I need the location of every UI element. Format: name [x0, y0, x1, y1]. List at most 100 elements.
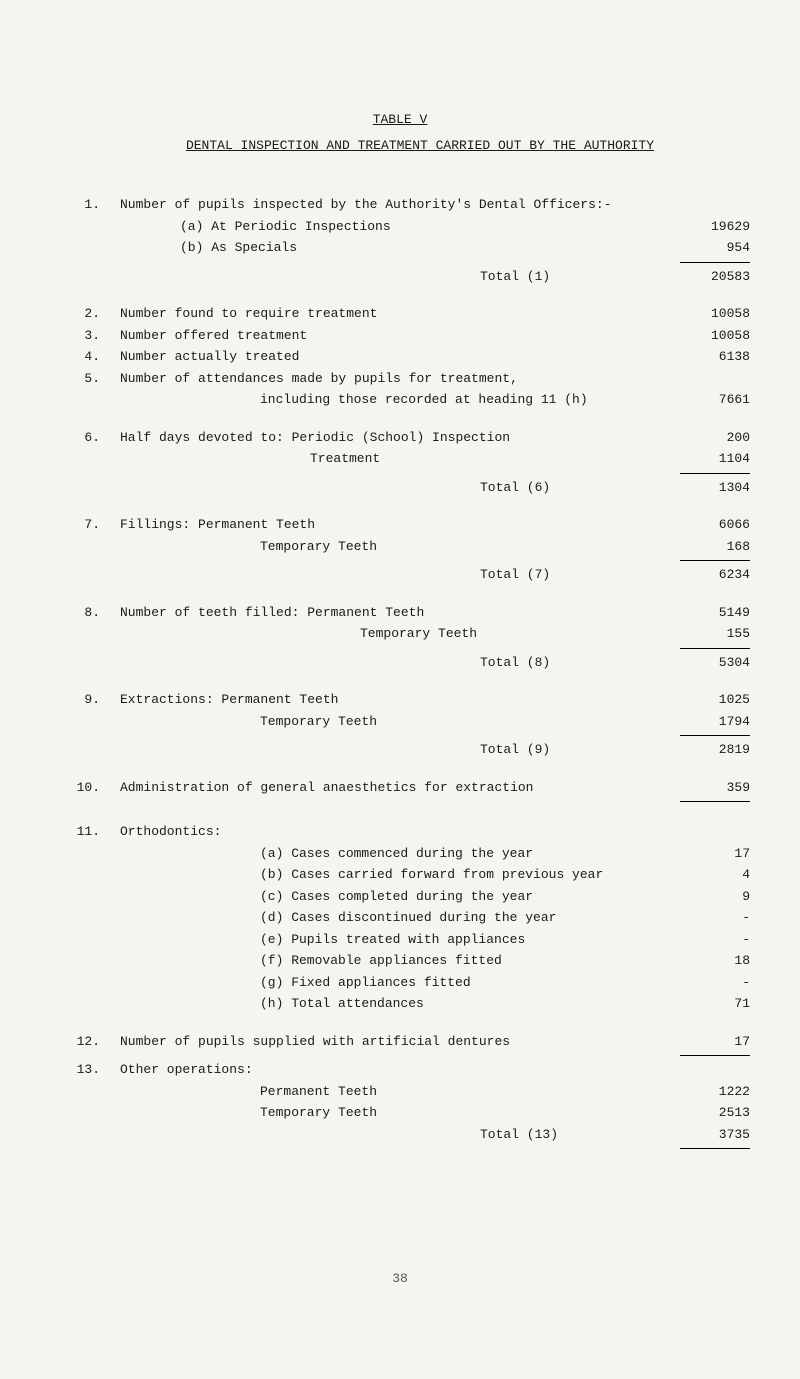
row-text: Number found to require treatment — [120, 304, 680, 324]
spacer — [50, 762, 750, 776]
row-value: 6138 — [680, 347, 750, 367]
row-text: Permanent Teeth — [120, 1082, 680, 1102]
table-row: 5.Number of attendances made by pupils f… — [50, 369, 750, 389]
row-value: 155 — [680, 624, 750, 644]
row-value: 1794 — [680, 712, 750, 732]
row-value: 7661 — [680, 390, 750, 410]
row-text: (f) Removable appliances fitted — [120, 951, 680, 971]
row-value: 6234 — [680, 565, 750, 585]
table-row: (e) Pupils treated with appliances- — [50, 930, 750, 950]
row-value: 17 — [680, 844, 750, 864]
row-text: Extractions: Permanent Teeth — [120, 690, 680, 710]
row-value: 1222 — [680, 1082, 750, 1102]
row-text: Number of attendances made by pupils for… — [120, 369, 680, 389]
row-text: (a) Cases commenced during the year — [120, 844, 680, 864]
row-text: Number actually treated — [120, 347, 680, 367]
row-text: Number offered treatment — [120, 326, 680, 346]
rule — [680, 473, 750, 474]
table-row: (c) Cases completed during the year9 — [50, 887, 750, 907]
row-value: 2513 — [680, 1103, 750, 1123]
table-row: 6.Half days devoted to: Periodic (School… — [50, 428, 750, 448]
row-number: 8. — [50, 603, 120, 623]
table-row: (a) Cases commenced during the year17 — [50, 844, 750, 864]
row-text: (c) Cases completed during the year — [120, 887, 680, 907]
row-value: 2819 — [680, 740, 750, 760]
row-value: 17 — [680, 1032, 750, 1052]
row-text: Total (6) — [120, 478, 680, 498]
row-number: 12. — [50, 1032, 120, 1052]
spacer — [50, 1016, 750, 1030]
rule — [680, 262, 750, 263]
table-row: (h) Total attendances71 — [50, 994, 750, 1014]
row-value: 19629 — [680, 217, 750, 237]
table-row: 1.Number of pupils inspected by the Auth… — [50, 195, 750, 215]
row-text: Orthodontics: — [120, 822, 680, 842]
spacer — [50, 499, 750, 513]
row-text: Other operations: — [120, 1060, 680, 1080]
table-row: Total (6)1304 — [50, 478, 750, 498]
row-value: 1104 — [680, 449, 750, 469]
row-text: Total (9) — [120, 740, 680, 760]
table-row: Temporary Teeth168 — [50, 537, 750, 557]
row-text: Total (7) — [120, 565, 680, 585]
row-number: 3. — [50, 326, 120, 346]
table-row: 13.Other operations: — [50, 1060, 750, 1080]
row-text: (e) Pupils treated with appliances — [120, 930, 680, 950]
row-value: 10058 — [680, 326, 750, 346]
row-number: 5. — [50, 369, 120, 389]
page-number: 38 — [50, 1269, 750, 1289]
spacer — [50, 288, 750, 302]
row-text: Administration of general anaesthetics f… — [120, 778, 680, 798]
table-row: Treatment1104 — [50, 449, 750, 469]
spacer — [50, 806, 750, 820]
row-value: 954 — [680, 238, 750, 258]
rule — [680, 735, 750, 736]
table-row: 8.Number of teeth filled: Permanent Teet… — [50, 603, 750, 623]
row-value: 200 — [680, 428, 750, 448]
table-row: Temporary Teeth155 — [50, 624, 750, 644]
table-row: 3.Number offered treatment10058 — [50, 326, 750, 346]
row-text: Temporary Teeth — [120, 624, 680, 644]
table-row: Temporary Teeth1794 — [50, 712, 750, 732]
table-row: (b) As Specials954 — [50, 238, 750, 258]
row-value: 5149 — [680, 603, 750, 623]
row-text: Number of teeth filled: Permanent Teeth — [120, 603, 680, 623]
rule — [680, 1148, 750, 1149]
table-row: Total (7)6234 — [50, 565, 750, 585]
row-text: (b) As Specials — [120, 238, 680, 258]
row-number: 6. — [50, 428, 120, 448]
rule — [680, 1055, 750, 1056]
row-text: Total (8) — [120, 653, 680, 673]
row-text: Half days devoted to: Periodic (School) … — [120, 428, 680, 448]
table-row: Temporary Teeth2513 — [50, 1103, 750, 1123]
row-value: 359 — [680, 778, 750, 798]
row-value: 9 — [680, 887, 750, 907]
row-value: 71 — [680, 994, 750, 1014]
row-text: Total (1) — [120, 267, 680, 287]
row-value: 10058 — [680, 304, 750, 324]
row-number: 13. — [50, 1060, 120, 1080]
table-row: 7.Fillings: Permanent Teeth6066 — [50, 515, 750, 535]
table-row: Total (1)20583 — [50, 267, 750, 287]
table-row: 4.Number actually treated6138 — [50, 347, 750, 367]
row-text: Number of pupils inspected by the Author… — [120, 195, 680, 215]
row-text: (b) Cases carried forward from previous … — [120, 865, 680, 885]
table-row: Permanent Teeth1222 — [50, 1082, 750, 1102]
table-row: including those recorded at heading 11 (… — [50, 390, 750, 410]
table-row: 12.Number of pupils supplied with artifi… — [50, 1032, 750, 1052]
table-row: 11.Orthodontics: — [50, 822, 750, 842]
spacer — [50, 587, 750, 601]
table-row: 2.Number found to require treatment10058 — [50, 304, 750, 324]
table-row: (a) At Periodic Inspections19629 — [50, 217, 750, 237]
row-number: 11. — [50, 822, 120, 842]
row-number: 2. — [50, 304, 120, 324]
row-value: 1304 — [680, 478, 750, 498]
row-text: (g) Fixed appliances fitted — [120, 973, 680, 993]
row-number: 10. — [50, 778, 120, 798]
row-value: 5304 — [680, 653, 750, 673]
row-text: Treatment — [120, 449, 680, 469]
table-subtitle: DENTAL INSPECTION AND TREATMENT CARRIED … — [90, 136, 750, 156]
row-value: - — [680, 973, 750, 993]
row-value: - — [680, 930, 750, 950]
row-text: (h) Total attendances — [120, 994, 680, 1014]
